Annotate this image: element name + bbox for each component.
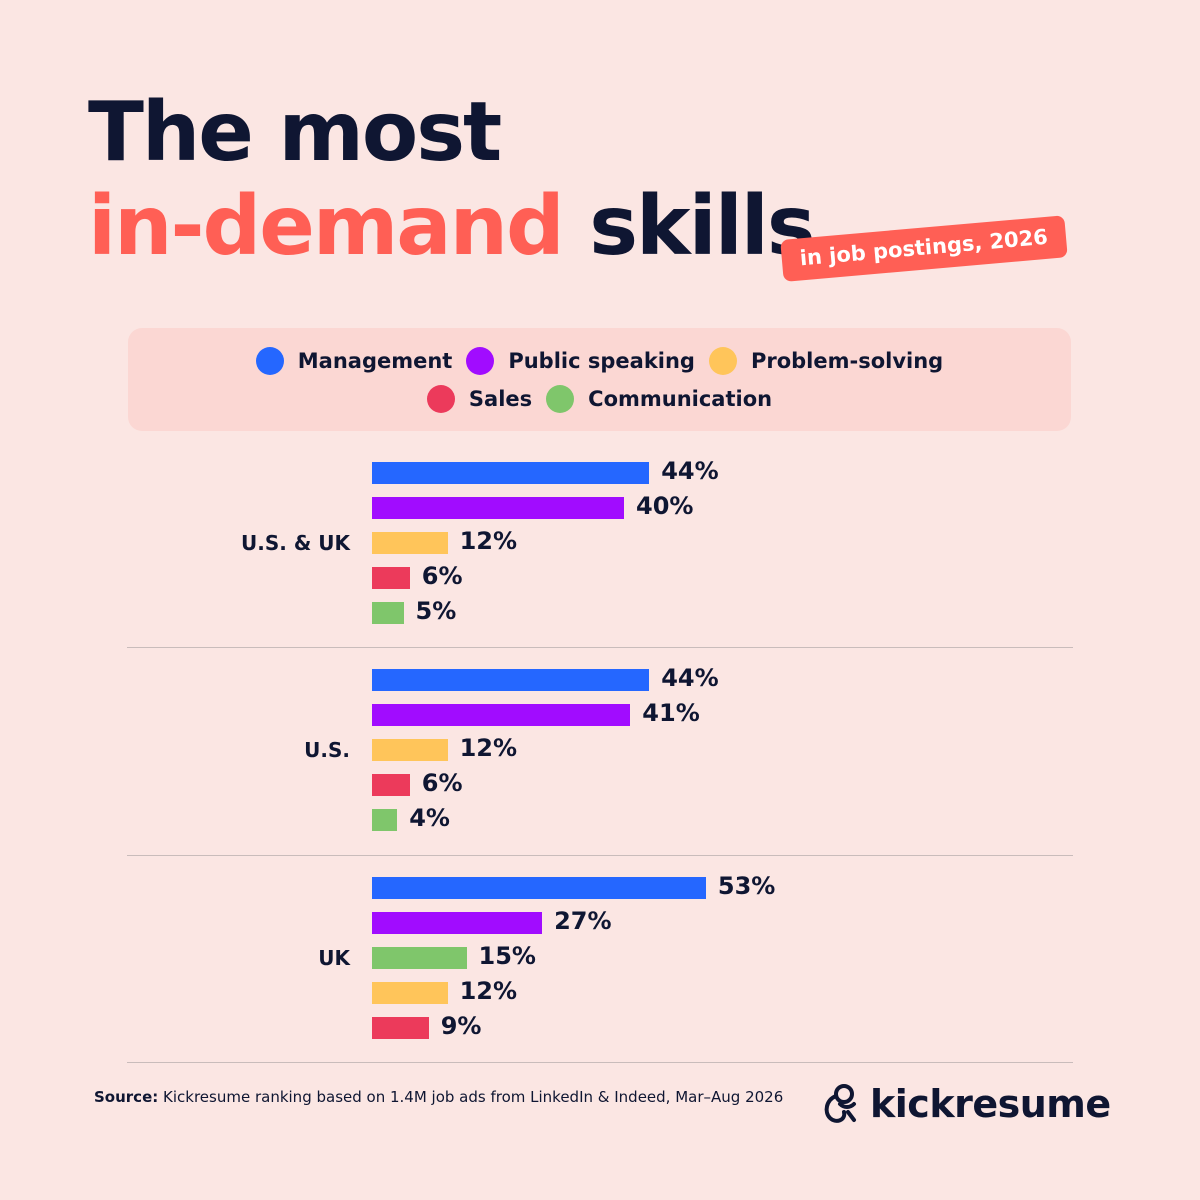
- bar: [372, 809, 398, 831]
- legend-swatch: [546, 384, 575, 413]
- bar-value-label: 9%: [440, 1012, 482, 1040]
- bar: [372, 877, 706, 899]
- chart-title: The most in-demand skills: [88, 85, 816, 274]
- legend-label: Sales: [468, 386, 533, 411]
- bar-value-label: 44%: [661, 457, 719, 485]
- legend: Management Public speaking Problem-solvi…: [128, 328, 1071, 431]
- bar: [372, 912, 543, 934]
- bar-value-label: 12%: [459, 527, 518, 555]
- brand-logo: kickresume: [820, 1082, 1111, 1126]
- bar: [372, 462, 650, 484]
- legend-swatch: [426, 384, 455, 413]
- bar-value-label: 6%: [421, 769, 463, 797]
- bar-value-label: 4%: [409, 804, 450, 832]
- subtitle-badge: in job postings, 2026: [780, 215, 1068, 282]
- bar-value-label: 12%: [459, 977, 518, 1005]
- bar-value-label: 27%: [554, 907, 612, 935]
- source-text: Kickresume ranking based on 1.4M job ads…: [163, 1088, 784, 1106]
- legend-item-public-speaking: Public speaking: [466, 346, 695, 375]
- kickresume-logo-icon: [824, 1084, 856, 1123]
- bar: [372, 704, 631, 726]
- bar: [372, 602, 404, 624]
- group-divider: [127, 647, 1073, 648]
- bar-value-label: 40%: [636, 492, 694, 520]
- bar-value-label: 6%: [421, 562, 463, 590]
- title-accent: in-demand: [88, 179, 565, 274]
- title-rest: skills: [589, 179, 815, 274]
- bar: [372, 739, 448, 761]
- bar: [372, 567, 410, 589]
- bar-value-label: 5%: [415, 597, 457, 625]
- bar: [372, 669, 650, 691]
- bar: [372, 1017, 429, 1039]
- group-label: U.S. & UK: [241, 531, 350, 555]
- bar-value-label: 12%: [459, 734, 518, 762]
- title-line-1: The most: [88, 85, 502, 180]
- legend-item-management: Management: [255, 346, 453, 375]
- bar-value-label: 41%: [642, 699, 700, 727]
- bar: [372, 947, 467, 969]
- bar-value-label: 44%: [661, 664, 719, 692]
- brand-name: kickresume: [870, 1082, 1111, 1126]
- legend-label: Communication: [588, 386, 773, 411]
- legend-item-communication: Communication: [546, 384, 773, 413]
- bar: [372, 497, 624, 519]
- group-divider: [127, 1062, 1073, 1063]
- legend-label: Public speaking: [508, 348, 695, 373]
- legend-swatch: [708, 346, 737, 375]
- bar: [372, 982, 448, 1004]
- legend-label: Problem-solving: [750, 348, 944, 373]
- legend-item-sales: Sales: [426, 384, 533, 413]
- group-label: U.S.: [304, 738, 350, 762]
- group-divider: [127, 855, 1073, 856]
- legend-row-2: Sales Communication: [426, 384, 773, 413]
- source-note: Source: Kickresume ranking based on 1.4M…: [94, 1088, 783, 1106]
- bar: [372, 532, 448, 554]
- bar-value-label: 15%: [478, 942, 536, 970]
- bar-value-label: 53%: [717, 872, 776, 900]
- legend-swatch: [466, 346, 495, 375]
- bar: [372, 774, 410, 796]
- group-label: UK: [318, 946, 350, 970]
- legend-row-1: Management Public speaking Problem-solvi…: [255, 346, 944, 375]
- legend-swatch: [255, 346, 284, 375]
- source-label: Source:: [94, 1088, 159, 1106]
- legend-label: Management: [297, 348, 453, 373]
- legend-item-problem-solving: Problem-solving: [708, 346, 944, 375]
